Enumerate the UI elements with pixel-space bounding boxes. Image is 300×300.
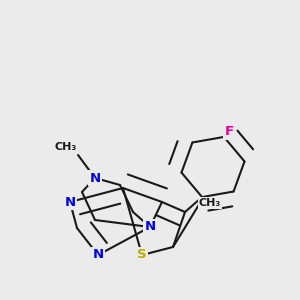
Text: S: S (137, 248, 147, 262)
Text: N: N (64, 196, 76, 208)
Text: N: N (144, 220, 156, 233)
Text: F: F (224, 125, 233, 138)
Text: CH₃: CH₃ (199, 198, 221, 208)
Text: N: N (89, 172, 100, 184)
Text: CH₃: CH₃ (55, 142, 77, 152)
Text: N: N (92, 248, 104, 262)
